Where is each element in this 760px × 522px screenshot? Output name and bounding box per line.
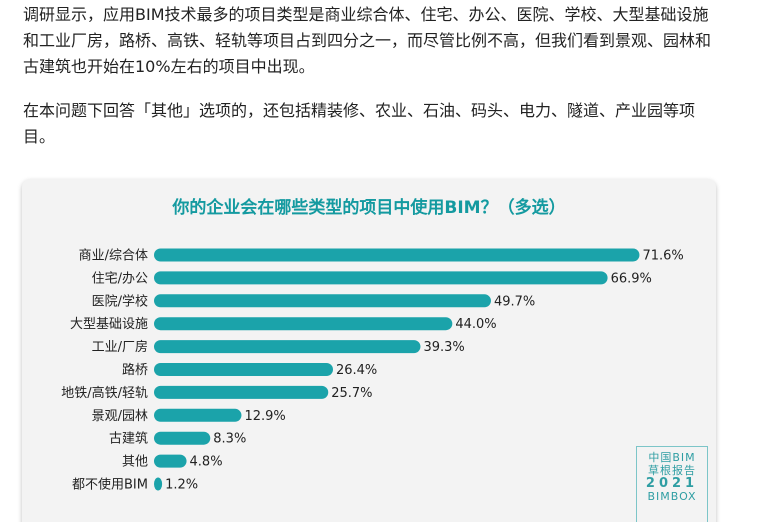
bar xyxy=(154,294,491,308)
bar xyxy=(154,454,187,468)
category-label: 都不使用BIM xyxy=(72,477,148,493)
category-label: 大型基础设施 xyxy=(70,317,148,332)
value-label: 39.3% xyxy=(423,340,464,355)
stamp-line-2: 草根报告 xyxy=(648,464,696,477)
bar xyxy=(154,477,163,491)
category-label: 医院/学校 xyxy=(92,293,148,309)
value-label: 25.7% xyxy=(331,386,372,401)
bar xyxy=(154,271,608,285)
value-label: 49.7% xyxy=(494,294,535,309)
bar-chart: 商业/综合体 71.6% 住宅/办公 66.9% 医院/学校 49.7% 大型基础设施 44.… xyxy=(61,248,684,493)
value-label: 26.4% xyxy=(336,363,377,378)
value-label: 8.3% xyxy=(213,432,246,447)
stamp-line-1: 中国BIM xyxy=(648,451,696,464)
bimbox-stamp: 中国BIM 草根报告 2021 BIMBOX xyxy=(636,446,708,522)
bar xyxy=(154,363,333,376)
value-label: 1.2% xyxy=(165,478,198,493)
bar xyxy=(154,340,421,354)
value-label: 71.6% xyxy=(642,249,683,264)
chart-title: 你的企业会在哪些类型的项目中使用BIM？（多选） xyxy=(172,198,566,218)
value-label: 44.0% xyxy=(455,317,496,332)
category-label: 其他 xyxy=(122,455,148,470)
value-label: 12.9% xyxy=(244,409,285,424)
category-label: 路桥 xyxy=(122,362,148,378)
category-label: 景观/园林 xyxy=(92,409,148,424)
category-label: 住宅/办公 xyxy=(92,271,148,286)
stamp-line-4: BIMBOX xyxy=(647,490,697,503)
bar xyxy=(154,248,640,262)
intro-paragraph-1: 调研显示，应用BIM技术最多的项目类型是商业综合体、住宅、办公、医院、学校、大型… xyxy=(23,5,712,76)
chart-card: 你的企业会在哪些类型的项目中使用BIM？（多选） 商业/综合体 71.6% 住宅/办… xyxy=(22,179,716,522)
category-label: 古建筑 xyxy=(109,431,148,447)
intro-paragraph-2: 在本问题下回答「其他」选项的，还包括精装修、农业、石油、码头、电力、隧道、产业园… xyxy=(23,101,696,146)
category-label: 工业/厂房 xyxy=(92,339,148,355)
bar xyxy=(154,408,242,422)
category-label: 商业/综合体 xyxy=(79,249,148,264)
bar xyxy=(154,317,453,331)
category-label: 地铁/高铁/轻轨 xyxy=(61,385,148,401)
value-label: 66.9% xyxy=(611,271,652,286)
bar xyxy=(154,385,329,399)
stamp-line-3: 2021 xyxy=(645,476,699,491)
value-label: 4.8% xyxy=(190,455,223,470)
bar xyxy=(154,431,211,445)
